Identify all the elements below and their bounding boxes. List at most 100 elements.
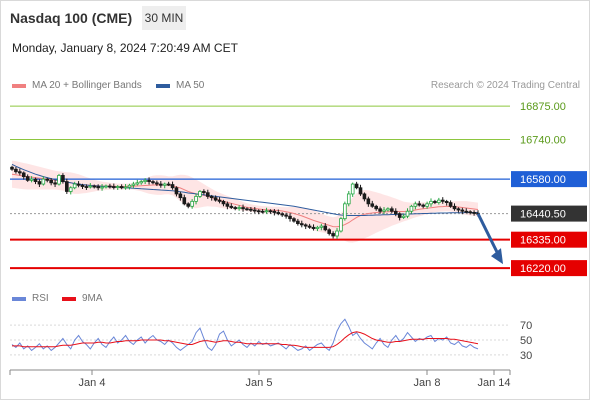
candle-body-21	[92, 185, 97, 188]
candle-body-59	[241, 207, 245, 210]
rsi-tick-50: 50	[520, 335, 532, 347]
candle-body-106	[425, 203, 429, 207]
candle-body-20	[88, 185, 93, 188]
legend-9ma-label: 9MA	[82, 293, 103, 304]
interval-selector[interactable]: 30 MIN	[142, 6, 186, 30]
candle-body-18	[80, 184, 85, 187]
forecast-arrow-head	[491, 248, 503, 265]
candle-body-13	[61, 175, 65, 182]
rsi-tick-30: 30	[520, 350, 532, 362]
candle-body-88	[354, 183, 359, 189]
candle-body-70	[284, 214, 288, 217]
candle-body-65	[264, 210, 269, 213]
instrument-title: Nasdaq 100 (CME)	[10, 10, 133, 26]
rsi-tick-70: 70	[520, 320, 532, 332]
candle-body-76	[307, 225, 312, 228]
candle-body-99	[397, 213, 402, 218]
candle-body-118	[472, 212, 476, 214]
candle-body-5	[29, 178, 34, 181]
candle-body-103	[413, 203, 418, 207]
candle-body-40	[166, 183, 171, 186]
support-label-4: 16335.00	[520, 235, 566, 247]
candle-body-8	[41, 178, 46, 185]
candle-body-96	[386, 208, 390, 211]
candle-body-26	[112, 186, 116, 188]
support-label-5: 16220.00	[520, 263, 566, 275]
candle-body-52	[213, 197, 218, 201]
candle-body-0	[10, 166, 14, 170]
candle-body-84	[339, 218, 343, 232]
legend-ma50: MA 50	[156, 80, 204, 91]
candle-body-91	[366, 198, 371, 205]
candle-body-104	[417, 203, 422, 206]
candle-body-57	[233, 207, 238, 209]
candle-body-82	[331, 233, 335, 237]
candle-body-54	[221, 200, 226, 205]
candle-body-68	[276, 212, 281, 215]
candle-body-94	[378, 208, 382, 212]
candle-body-60	[245, 208, 249, 211]
candle-body-32	[135, 182, 140, 185]
candle-body-111	[444, 200, 449, 203]
candle-body-34	[143, 179, 147, 182]
candle-body-98	[393, 210, 398, 215]
candle-body-16	[72, 183, 77, 189]
candle-body-33	[139, 181, 144, 184]
pivot-tag-2	[511, 171, 587, 188]
legend-ma20: MA 20 + Bollinger Bands	[12, 80, 142, 91]
candle-body-62	[252, 209, 257, 212]
legend-ma20-label: MA 20 + Bollinger Bands	[32, 80, 142, 91]
candle-body-37	[155, 182, 159, 185]
candle-body-28	[119, 186, 124, 189]
candle-body-56	[229, 205, 234, 208]
candle-body-61	[249, 208, 253, 211]
source-credit: Research © 2024 Trading Central	[430, 80, 580, 91]
candle-body-90	[362, 193, 367, 200]
candle-body-43	[178, 193, 183, 199]
candle-body-75	[303, 224, 308, 227]
candle-body-50	[205, 192, 210, 197]
time-tick-label-2: Jan 8	[414, 377, 441, 389]
candle-body-92	[370, 203, 375, 207]
time-tick-label-1: Jan 5	[246, 377, 273, 389]
candle-body-105	[421, 204, 425, 207]
candle-body-72	[292, 218, 296, 222]
candle-body-83	[335, 230, 339, 237]
candle-body-24	[104, 185, 108, 188]
candle-body-12	[57, 175, 61, 185]
pivot-label-2: 16580.00	[520, 174, 566, 186]
forecast-arrow-shaft	[476, 213, 501, 257]
candle-body-41	[170, 184, 175, 189]
candle-body-113	[452, 205, 457, 210]
candle-body-46	[190, 200, 194, 207]
legend-9ma-swatch	[62, 296, 76, 301]
candle-body-58	[237, 207, 241, 209]
candle-body-78	[315, 226, 320, 229]
candle-body-53	[217, 199, 222, 202]
candle-body-30	[127, 184, 132, 188]
support-tag-5	[511, 260, 587, 277]
candle-body-27	[115, 186, 120, 188]
candle-body-97	[390, 208, 394, 212]
time-tick-label-0: Jan 4	[79, 377, 106, 389]
candle-body-51	[209, 196, 214, 199]
candle-body-101	[405, 210, 410, 217]
candle-body-10	[49, 179, 53, 184]
candle-body-35	[147, 179, 151, 182]
candle-body-45	[186, 203, 191, 207]
candle-body-102	[409, 205, 414, 212]
candle-body-112	[448, 202, 453, 207]
candle-body-6	[33, 178, 38, 182]
candle-body-36	[151, 181, 155, 184]
candle-body-49	[202, 191, 206, 194]
candle-body-23	[100, 186, 104, 189]
candle-body-117	[468, 211, 472, 214]
candle-body-29	[123, 186, 128, 189]
resistance-label-0: 16875.00	[520, 101, 566, 113]
candle-body-89	[358, 187, 363, 195]
candle-body-116	[464, 210, 469, 213]
candle-body-48	[198, 191, 202, 197]
time-tick-label-3: Jan 14	[477, 377, 510, 389]
candle-body-87	[350, 183, 355, 195]
candle-body-11	[53, 182, 57, 185]
